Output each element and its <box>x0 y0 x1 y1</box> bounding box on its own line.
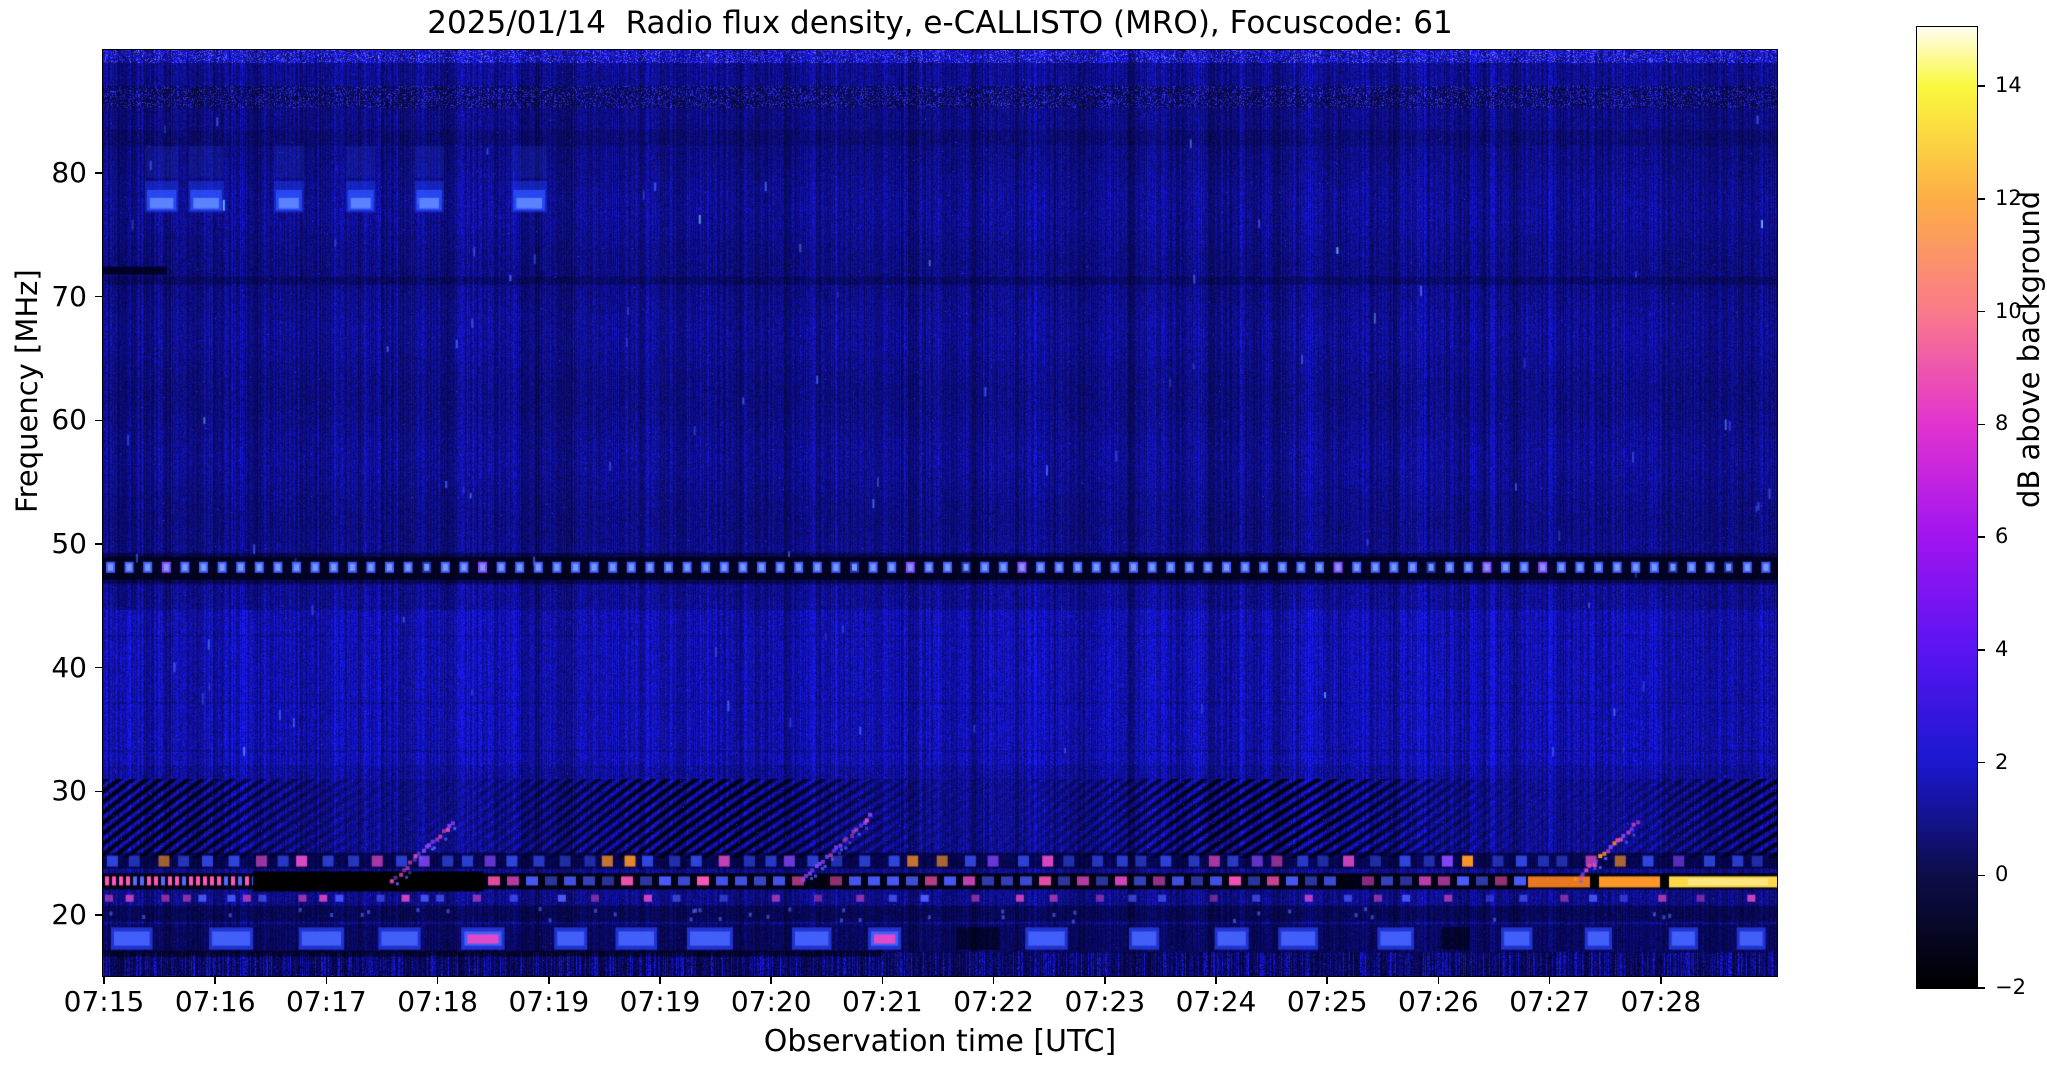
x-tick-label: 07:24 <box>1175 985 1257 1018</box>
y-tick-label: 40 <box>51 650 87 684</box>
y-tick-label: 80 <box>51 155 87 189</box>
colorbar-tick-label: 10 <box>1995 298 2022 323</box>
x-tick-mark <box>1326 976 1328 984</box>
colorbar-tick-mark <box>1977 649 1985 651</box>
colorbar-tick-label: 8 <box>1995 411 2009 436</box>
y-tick-mark <box>95 419 103 422</box>
x-axis-label: Observation time [UTC] <box>763 1024 1117 1059</box>
x-tick-label: 07:17 <box>286 985 367 1018</box>
x-tick-mark <box>1215 976 1217 984</box>
x-tick-mark <box>103 976 105 984</box>
y-tick-label: 50 <box>51 526 87 560</box>
colorbar-tick-mark <box>1977 198 1985 200</box>
x-tick-mark <box>992 976 995 984</box>
y-tick-mark <box>95 790 103 793</box>
colorbar-tick-mark <box>1977 310 1985 313</box>
y-tick-label: 30 <box>51 774 87 808</box>
x-tick-label: 07:20 <box>730 985 812 1018</box>
x-tick-mark <box>1548 976 1551 984</box>
plot-area <box>101 48 1778 977</box>
y-tick-mark <box>95 295 103 298</box>
colorbar-tick-label: 4 <box>1995 636 2009 661</box>
x-tick-label: 07:26 <box>1398 985 1479 1018</box>
x-tick-mark <box>325 976 328 984</box>
x-tick-label: 07:27 <box>1509 985 1590 1018</box>
y-tick-mark <box>95 666 103 669</box>
x-tick-mark <box>770 976 772 984</box>
x-tick-mark <box>436 976 439 984</box>
x-tick-mark <box>548 976 550 984</box>
x-tick-mark <box>881 976 884 984</box>
x-tick-label: 07:21 <box>842 985 923 1018</box>
colorbar-tick-mark <box>1977 423 1985 426</box>
x-tick-label: 07:28 <box>1620 985 1702 1018</box>
x-tick-label: 07:19 <box>619 985 701 1018</box>
x-tick-mark <box>1104 976 1106 984</box>
x-tick-label: 07:18 <box>397 985 478 1018</box>
colorbar-tick-mark <box>1977 761 1985 764</box>
y-tick-label: 60 <box>51 403 87 437</box>
x-tick-label: 07:16 <box>174 985 256 1018</box>
y-tick-label: 70 <box>51 279 87 313</box>
x-tick-mark <box>1437 976 1440 984</box>
colorbar-tick-label: 12 <box>1995 185 2022 210</box>
spectrogram-heatmap <box>102 49 1777 976</box>
colorbar-tick-mark <box>1977 874 1985 877</box>
y-tick-mark <box>95 914 103 916</box>
x-tick-label: 07:15 <box>63 985 145 1018</box>
colorbar <box>1915 25 1978 989</box>
chart-title: 2025/01/14 Radio flux density, e-CALLIST… <box>427 5 1453 41</box>
x-tick-label: 07:19 <box>508 985 590 1018</box>
y-tick-label: 20 <box>51 898 87 932</box>
colorbar-tick-label: −2 <box>1995 975 2026 999</box>
x-tick-mark <box>1660 976 1662 984</box>
colorbar-tick-mark <box>1977 987 1985 989</box>
colorbar-tick-mark <box>1977 85 1985 87</box>
colorbar-tick-label: 0 <box>1995 862 2009 887</box>
colorbar-tick-label: 6 <box>1995 524 2009 549</box>
colorbar-tick-label: 14 <box>1995 73 2022 98</box>
x-tick-label: 07:23 <box>1064 985 1146 1018</box>
x-tick-mark <box>659 976 661 984</box>
colorbar-tick-mark <box>1977 536 1985 538</box>
y-tick-mark <box>95 172 103 174</box>
x-tick-mark <box>214 976 216 984</box>
x-tick-label: 07:25 <box>1286 985 1368 1018</box>
x-tick-label: 07:22 <box>953 985 1034 1018</box>
colorbar-tick-label: 2 <box>1995 749 2009 774</box>
y-tick-mark <box>95 543 103 545</box>
